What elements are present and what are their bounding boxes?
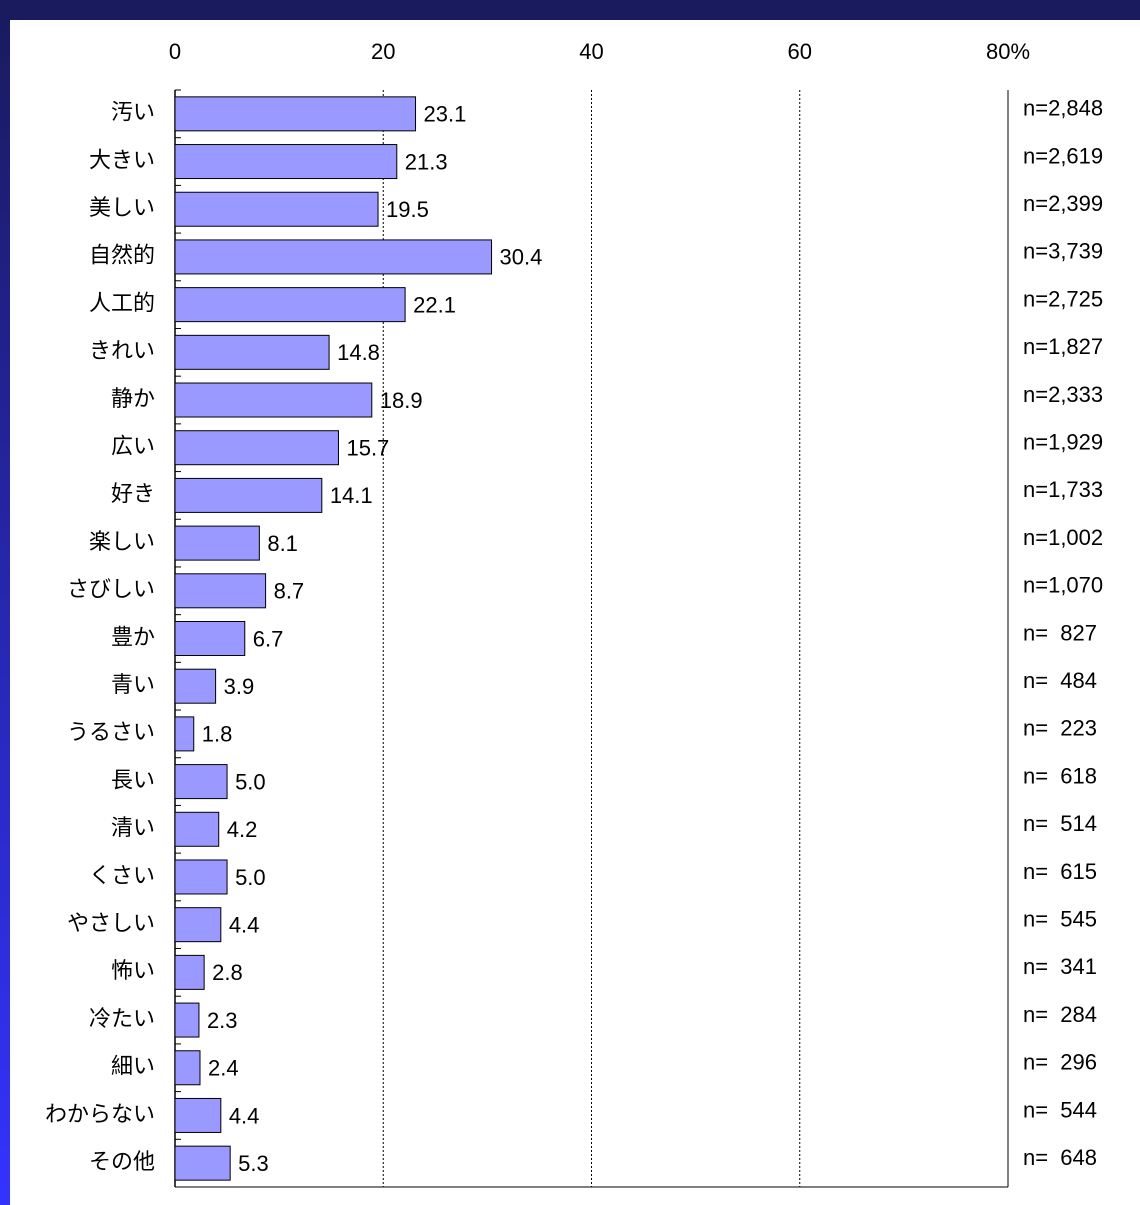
n-label: n= 341 [1023,954,1097,979]
bar [174,382,373,418]
y-tick-label: うるさい [67,720,155,745]
bar [174,191,379,227]
n-label: n= 284 [1023,1002,1097,1027]
bar [174,859,228,895]
y-tick-label: やさしい [67,910,155,935]
n-label: n=2,619 [1023,143,1103,168]
bar [174,764,228,800]
value-label: 5.0 [235,865,266,890]
value-label: 1.8 [202,722,233,747]
y-tick-label: 細い [111,1054,155,1079]
y-tick-label: 豊か [111,624,155,649]
n-label: n= 615 [1023,859,1097,884]
value-label: 18.9 [380,388,423,413]
y-tick-label: 長い [111,767,155,792]
bar [174,334,330,370]
n-label: n=2,399 [1023,191,1103,216]
value-label: 4.4 [229,912,260,937]
y-tick-label: 静か [111,386,155,411]
x-tick-label: 40 [579,39,603,64]
x-tick-label: 0 [169,39,181,64]
bar [174,954,205,990]
y-tick-label: 青い [111,672,155,697]
bar [174,1145,231,1181]
n-label: n= 544 [1023,1097,1097,1122]
value-label: 30.4 [500,245,543,270]
n-label: n=1,929 [1023,430,1103,455]
n-label: n= 484 [1023,668,1097,693]
bar [174,525,260,561]
n-label: n= 514 [1023,811,1097,836]
value-label: 8.1 [267,531,298,556]
y-tick-label: 自然的 [89,243,155,268]
n-label: n=2,725 [1023,286,1103,311]
value-label: 15.7 [346,436,389,461]
n-label: n=2,848 [1023,96,1103,121]
n-label: n= 827 [1023,620,1097,645]
value-label: 5.3 [238,1151,269,1176]
value-label: 19.5 [386,197,429,222]
value-label: 6.7 [253,626,284,651]
x-tick-label: 60 [788,39,812,64]
bar [174,287,406,323]
y-tick-label: くさい [89,863,155,888]
bar [174,430,339,466]
y-tick-label: 大きい [89,147,155,172]
bar [174,907,222,943]
bar [174,573,267,609]
value-label: 2.3 [207,1008,238,1033]
bar [174,668,217,704]
bar [174,239,493,275]
value-label: 4.4 [229,1103,260,1128]
value-label: 21.3 [405,149,448,174]
y-tick-label: 冷たい [89,1006,155,1031]
bar [174,716,195,752]
n-label: n=2,333 [1023,382,1103,407]
n-label: n=1,733 [1023,477,1103,502]
value-label: 14.1 [330,483,373,508]
bar [174,96,417,132]
y-tick-label: さびしい [67,577,155,602]
y-tick-label: 人工的 [89,290,155,315]
y-tick-label: 美しい [89,195,155,220]
bar [174,1002,200,1038]
value-label: 14.8 [337,340,380,365]
value-label: 4.2 [227,817,258,842]
n-label: n=1,070 [1023,573,1103,598]
bar [174,1097,222,1133]
value-label: 3.9 [224,674,255,699]
value-label: 8.7 [274,579,305,604]
n-label: n= 648 [1023,1145,1097,1170]
n-label: n=1,002 [1023,525,1103,550]
y-tick-label: 好き [111,481,155,506]
x-tick-label: 80% [986,39,1030,64]
y-tick-label: 広い [111,434,155,459]
y-tick-label: きれい [89,338,155,363]
bar [174,1050,201,1086]
n-label: n= 618 [1023,763,1097,788]
value-label: 2.4 [208,1056,239,1081]
y-tick-label: 清い [111,815,155,840]
bar [174,477,323,513]
n-label: n= 223 [1023,716,1097,741]
n-label: n= 545 [1023,906,1097,931]
bar [174,621,246,656]
n-label: n= 296 [1023,1050,1097,1075]
y-tick-label: その他 [89,1149,155,1174]
n-label: n=3,739 [1023,239,1103,264]
bar [174,144,398,180]
value-label: 23.1 [424,102,467,127]
value-label: 22.1 [413,292,456,317]
value-label: 5.0 [235,769,266,794]
y-tick-label: 楽しい [89,529,155,554]
y-tick-label: わからない [45,1101,155,1126]
bar [174,811,220,847]
y-tick-label: 怖い [111,958,155,983]
y-tick-label: 汚い [111,100,155,125]
n-label: n=1,827 [1023,334,1103,359]
x-tick-label: 20 [371,39,395,64]
value-label: 2.8 [212,960,243,985]
